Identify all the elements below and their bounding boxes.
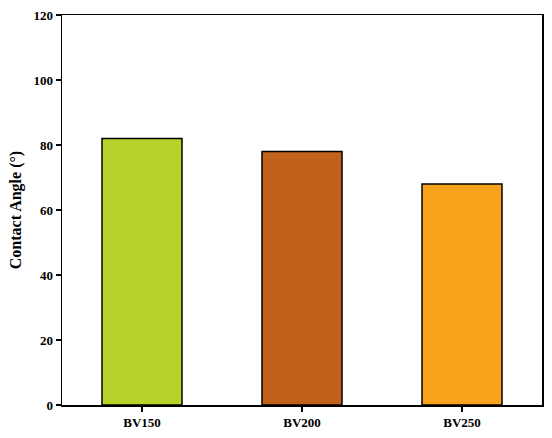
svg-text:120: 120 <box>33 8 53 23</box>
svg-text:0: 0 <box>46 398 53 413</box>
svg-text:BV250: BV250 <box>443 415 481 430</box>
svg-text:20: 20 <box>40 333 53 348</box>
svg-text:BV150: BV150 <box>123 415 161 430</box>
svg-text:60: 60 <box>40 203 53 218</box>
svg-text:100: 100 <box>33 73 53 88</box>
svg-text:80: 80 <box>40 138 53 153</box>
svg-text:40: 40 <box>40 268 53 283</box>
svg-text:BV200: BV200 <box>283 415 321 430</box>
svg-text:Contact Angle (°): Contact Angle (°) <box>7 151 25 269</box>
